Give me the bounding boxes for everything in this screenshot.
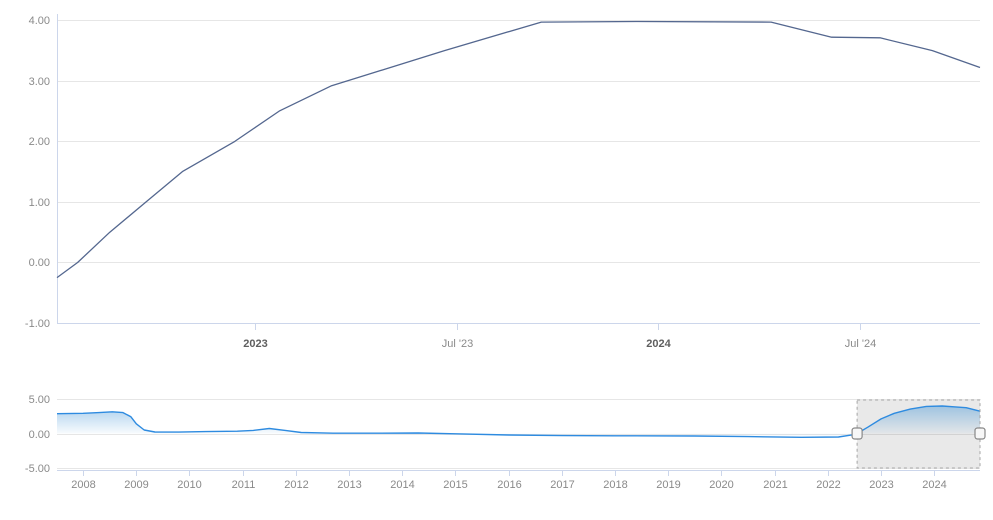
main-x-tick-label: Jul '23: [442, 338, 473, 350]
main-y-tick-label: 1.00: [29, 197, 50, 209]
nav-x-tick-label: 2014: [390, 479, 414, 491]
nav-x-tick-label: 2011: [232, 479, 256, 491]
main-y-tick-label: -1.00: [25, 318, 50, 330]
main-series-line: [56, 20, 981, 279]
main-plot-area[interactable]: [57, 10, 980, 323]
nav-x-tick-label: 2013: [337, 479, 361, 491]
main-series: [56, 20, 981, 279]
nav-x-tick-label: 2010: [177, 479, 201, 491]
nav-x-tick-label: 2023: [869, 479, 893, 491]
main-x-tick-label: 2024: [646, 338, 671, 350]
navigator-series-area: [57, 406, 980, 438]
navigator-axes-labels: 5.00 0.00 -5.00 2008 2009 2010 2011 2012 2013 201…: [25, 394, 980, 491]
main-axis-labels: 4.00 3.00 2.00 1.00 0.00 -1.00 2023 Jul '23 2024…: [25, 15, 876, 350]
main-x-tick-label: 2023: [243, 338, 267, 350]
nav-y-tick-label: -5.00: [25, 463, 50, 475]
nav-x-tick-label: 2024: [922, 479, 946, 491]
nav-x-tick-label: 2008: [71, 479, 95, 491]
nav-x-tick-label: 2015: [443, 479, 467, 491]
nav-x-tick-label: 2022: [816, 479, 840, 491]
main-y-tick-label: 2.00: [29, 136, 50, 148]
nav-x-tick-label: 2016: [497, 479, 521, 491]
navigator-handle-left[interactable]: [851, 427, 863, 440]
navigator-handle-right[interactable]: [974, 427, 986, 440]
nav-x-tick-label: 2021: [763, 479, 787, 491]
main-x-tick-label: Jul '24: [845, 338, 876, 350]
main-y-tick-label: 4.00: [29, 15, 50, 27]
main-y-tick-label: 0.00: [29, 257, 50, 269]
main-axes: [57, 14, 980, 330]
nav-y-tick-label: 0.00: [29, 429, 50, 441]
nav-x-tick-label: 2017: [550, 479, 574, 491]
navigator-series: [56, 405, 981, 438]
nav-x-tick-label: 2020: [709, 479, 733, 491]
main-y-tick-label: 3.00: [29, 76, 50, 88]
nav-x-tick-label: 2012: [284, 479, 308, 491]
nav-x-tick-label: 2018: [603, 479, 627, 491]
nav-x-tick-label: 2009: [124, 479, 148, 491]
nav-y-tick-label: 5.00: [29, 394, 50, 406]
nav-x-tick-label: 2019: [656, 479, 680, 491]
navigator-series-line: [56, 405, 981, 438]
